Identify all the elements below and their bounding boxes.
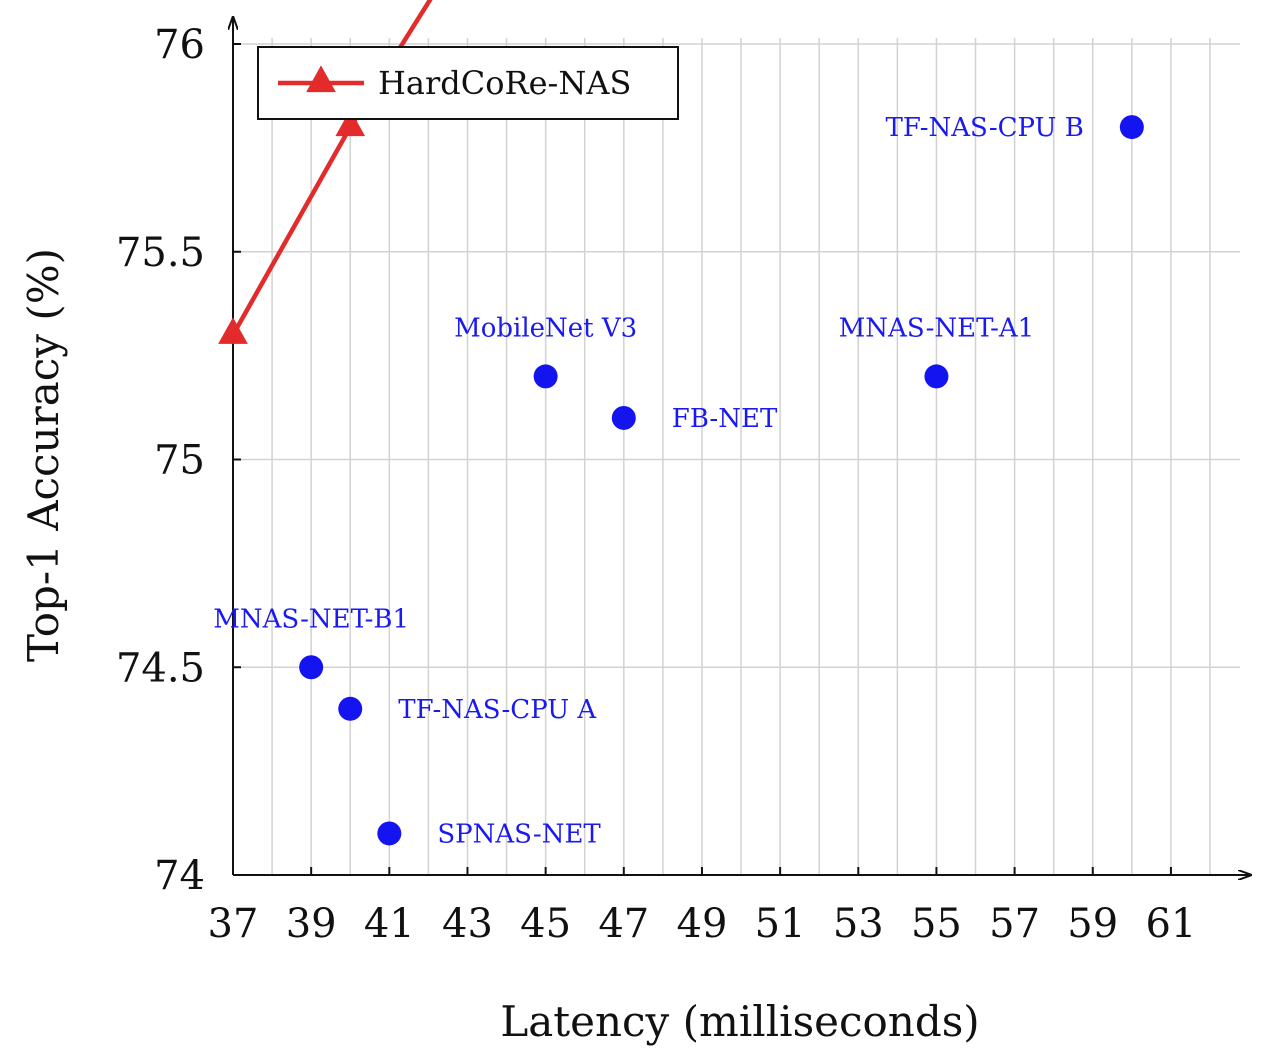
axes (233, 0, 1250, 875)
y-tick-label: 74.5 (116, 645, 205, 691)
x-tick-label: 39 (286, 901, 337, 947)
scatter-point (299, 655, 324, 680)
hardcore-nas-line (231, 0, 433, 336)
x-tick-label: 55 (911, 901, 962, 947)
hardcore-nas-marker (335, 109, 366, 137)
point-label: SPNAS-NET (437, 819, 601, 849)
point-label: FB-NET (672, 404, 778, 434)
legend-marker-swatch (306, 65, 336, 93)
x-tick-label: 51 (755, 901, 806, 947)
x-tick-label: 45 (520, 901, 571, 947)
x-tick-label: 37 (208, 901, 259, 947)
scatter-point (611, 405, 636, 430)
points-layer: MNAS-NET-B1 TF-NAS-CPU A SPNAS-NET MobileNe… (213, 113, 1144, 849)
scatter-point (338, 696, 363, 721)
grid (233, 38, 1240, 875)
y-axis-label: Top-1 Accuracy (%) (19, 248, 68, 662)
point-label: MNAS-NET-A1 (839, 313, 1035, 343)
y-tick-label: 75 (154, 438, 205, 484)
x-tick-label: 53 (833, 901, 884, 947)
point-label: MNAS-NET-B1 (213, 604, 409, 634)
scatter-point (377, 821, 402, 846)
point-label: MobileNet V3 (454, 313, 637, 343)
x-tick-label: 47 (598, 901, 649, 947)
x-tick-label: 49 (677, 901, 728, 947)
y-tick-label: 75.5 (116, 230, 205, 276)
point-label: TF-NAS-CPU B (886, 113, 1084, 143)
x-tick-label: 43 (442, 901, 493, 947)
x-tick-label: 59 (1067, 901, 1118, 947)
x-tick-label: 57 (989, 901, 1040, 947)
legend: HardCoRe-NAS (257, 46, 679, 120)
scatter-point (1119, 115, 1144, 140)
x-tick-label: 61 (1145, 901, 1196, 947)
tick-labels: 37 39 41 43 45 47 49 51 53 55 57 59 61 74 74.5 75 75.5 76… (116, 22, 1196, 947)
y-tick-label: 76 (154, 22, 205, 68)
x-tick-label: 41 (364, 901, 415, 947)
point-label: TF-NAS-CPU A (398, 695, 597, 725)
x-axis-label: Latency (milliseconds) (500, 997, 979, 1046)
hardcore-nas-marker (218, 317, 248, 344)
scatter-point (533, 364, 558, 389)
scatter-point (924, 364, 949, 389)
series-layer (218, 0, 433, 344)
y-tick-label: 74 (154, 853, 205, 899)
legend-label: HardCoRe-NAS (378, 64, 631, 102)
